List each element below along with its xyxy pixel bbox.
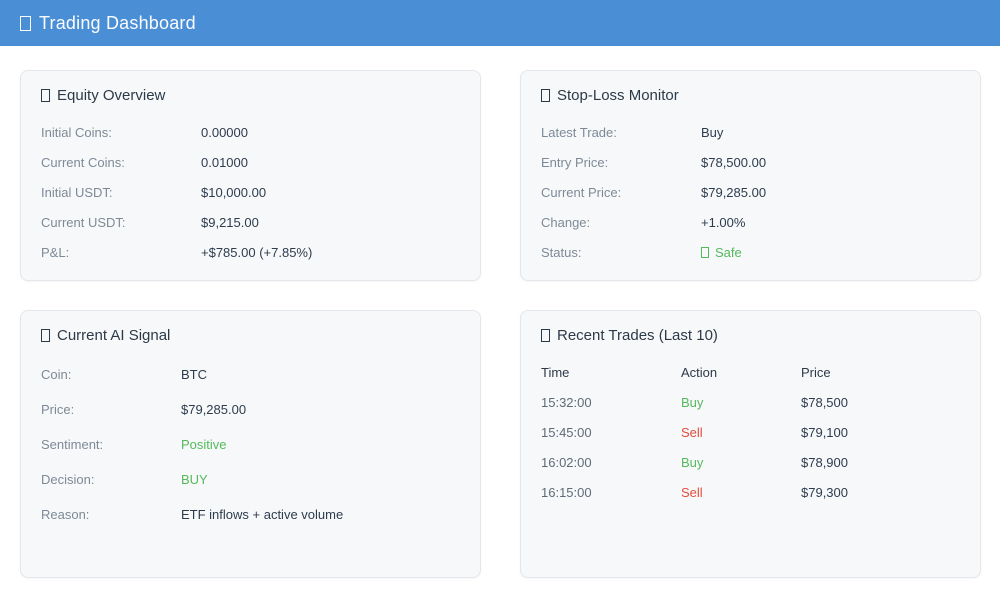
trade-action: Buy — [681, 394, 704, 410]
equity-card-title: Equity Overview — [41, 81, 460, 109]
stat-label: Current Price: — [541, 184, 622, 200]
stat-label: Latest Trade: — [541, 124, 617, 140]
table-row: 16:02:00 Buy $78,900 — [541, 447, 960, 477]
stat-label: Coin: — [41, 367, 72, 382]
price-value: $79,285.00 — [181, 402, 247, 417]
stop-loss-title-text: Stop-Loss Monitor — [557, 86, 679, 104]
trade-time: 16:15:00 — [541, 484, 592, 500]
stat-row: Status: Safe — [541, 237, 960, 267]
trade-price: $78,900 — [801, 454, 848, 470]
stop-loss-icon — [541, 88, 550, 102]
app-title-text: Trading Dashboard — [39, 12, 196, 33]
trade-price: $79,300 — [801, 484, 848, 500]
stat-label: Status: — [541, 244, 582, 260]
table-row: 15:32:00 Buy $78,500 — [541, 387, 960, 417]
stat-value: 0.00000 — [201, 124, 248, 140]
stat-label: Entry Price: — [541, 154, 609, 170]
stat-row: Current Price: $79,285.00 — [541, 177, 960, 207]
stat-row: Decision: BUY — [41, 462, 460, 497]
recent-trades-icon — [541, 328, 550, 342]
stat-value: Buy — [701, 124, 724, 140]
trades-table-header: Time Action Price — [541, 357, 960, 387]
card-equity-overview: Equity Overview Initial Coins: 0.00000 C… — [20, 70, 481, 281]
stat-label: Price: — [41, 402, 75, 417]
stat-label: Initial USDT: — [41, 184, 113, 200]
col-header-action: Action — [681, 364, 718, 380]
ai-signal-card-title: Current AI Signal — [41, 321, 460, 349]
decision-value: BUY — [181, 472, 208, 487]
dashboard-content: Equity Overview Initial Coins: 0.00000 C… — [0, 46, 1000, 578]
stat-row: Latest Trade: Buy — [541, 117, 960, 147]
stat-row: Coin: BTC — [41, 357, 460, 392]
status-text: Safe — [715, 244, 742, 260]
equity-title-text: Equity Overview — [57, 86, 166, 104]
trade-price: $78,500 — [801, 394, 848, 410]
status-badge: Safe — [701, 245, 742, 260]
trade-time: 16:02:00 — [541, 454, 592, 470]
coin-value: BTC — [181, 367, 207, 382]
app-title: Trading Dashboard — [20, 13, 196, 34]
stat-row: Current USDT: $9,215.00 — [41, 207, 460, 237]
equity-overview-icon — [41, 88, 50, 102]
stat-row: Sentiment: Positive — [41, 427, 460, 462]
reason-value: ETF inflows + active volume — [181, 507, 344, 522]
table-row: 15:45:00 Sell $79,100 — [541, 417, 960, 447]
stat-row: P&L: +$785.00 (+7.85%) — [41, 237, 460, 267]
stat-label: Current USDT: — [41, 214, 126, 230]
stat-value: $78,500.00 — [701, 154, 767, 170]
stop-loss-card-title: Stop-Loss Monitor — [541, 81, 960, 109]
stat-value: $10,000.00 — [201, 184, 267, 200]
ai-signal-title-text: Current AI Signal — [57, 326, 171, 344]
pnl-value: +$785.00 (+7.85%) — [201, 244, 313, 260]
stat-label: Initial Coins: — [41, 124, 112, 140]
col-header-time: Time — [541, 364, 570, 380]
recent-trades-card-title: Recent Trades (Last 10) — [541, 321, 960, 349]
stat-row: Reason: ETF inflows + active volume — [41, 497, 460, 532]
stat-row: Initial USDT: $10,000.00 — [41, 177, 460, 207]
trade-time: 15:45:00 — [541, 424, 592, 440]
stat-value: 0.01000 — [201, 154, 248, 170]
trade-action: Sell — [681, 484, 703, 500]
dashboard-icon — [20, 15, 31, 31]
stat-value: +1.00% — [701, 214, 746, 230]
stat-row: Entry Price: $78,500.00 — [541, 147, 960, 177]
trade-price: $79,100 — [801, 424, 848, 440]
stat-row: Change: +1.00% — [541, 207, 960, 237]
trade-action: Sell — [681, 424, 703, 440]
ai-signal-icon — [41, 328, 50, 342]
trade-action: Buy — [681, 454, 704, 470]
trade-time: 15:32:00 — [541, 394, 592, 410]
table-row: 16:15:00 Sell $79,300 — [541, 477, 960, 507]
stat-label: P&L: — [41, 244, 70, 260]
stat-label: Sentiment: — [41, 437, 104, 452]
recent-trades-title-text: Recent Trades (Last 10) — [557, 326, 718, 344]
sentiment-value: Positive — [181, 437, 227, 452]
stat-row: Price: $79,285.00 — [41, 392, 460, 427]
stat-label: Decision: — [41, 472, 95, 487]
stat-value: $9,215.00 — [201, 214, 259, 230]
card-ai-signal: Current AI Signal Coin: BTC Price: $79,2… — [20, 310, 481, 578]
stat-row: Current Coins: 0.01000 — [41, 147, 460, 177]
app-header: Trading Dashboard — [0, 0, 1000, 46]
card-recent-trades: Recent Trades (Last 10) Time Action Pric… — [520, 310, 981, 578]
col-header-price: Price — [801, 364, 831, 380]
safe-status-icon — [701, 246, 709, 258]
stat-label: Reason: — [41, 507, 90, 522]
stat-label: Current Coins: — [41, 154, 125, 170]
stat-row: Initial Coins: 0.00000 — [41, 117, 460, 147]
card-stop-loss-monitor: Stop-Loss Monitor Latest Trade: Buy Entr… — [520, 70, 981, 281]
stat-value: $79,285.00 — [701, 184, 767, 200]
stat-label: Change: — [541, 214, 591, 230]
